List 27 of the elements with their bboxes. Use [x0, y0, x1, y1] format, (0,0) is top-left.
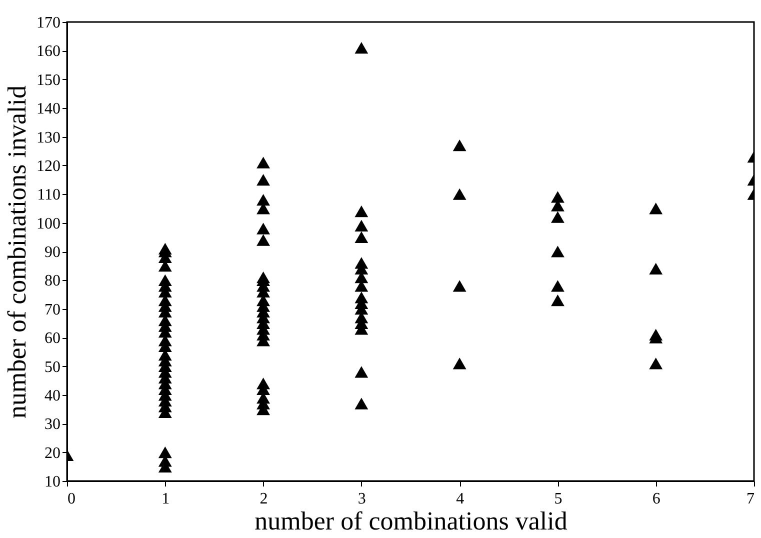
y-tick-label: 30 [44, 416, 60, 434]
y-tick-label: 50 [44, 358, 60, 376]
y-tick-label: 20 [44, 444, 60, 462]
y-tick-label: 130 [36, 129, 60, 146]
x-tick-label: 4 [456, 490, 464, 508]
x-tick-label: 5 [554, 490, 562, 508]
y-tick-label: 10 [44, 474, 60, 490]
y-tick-label: 60 [44, 330, 60, 348]
x-tick-label: 6 [652, 490, 660, 508]
y-tick-label: 100 [36, 215, 60, 232]
y-tick-label: 90 [44, 244, 60, 261]
y-tick-label: 150 [36, 72, 60, 89]
x-tick-label: 2 [260, 490, 268, 508]
x-tick-label: 3 [358, 490, 366, 508]
y-tick-label: 40 [44, 387, 60, 404]
x-tick-label: 1 [162, 490, 170, 508]
y-tick-label: 110 [37, 186, 60, 204]
x-tick-label: 0 [68, 490, 76, 508]
y-tick-label: 80 [44, 272, 60, 290]
y-tick-label: 70 [44, 301, 60, 318]
y-tick-label: 160 [36, 43, 60, 60]
x-tick-label: 7 [746, 490, 754, 508]
y-tick-label: 170 [36, 14, 60, 32]
y-tick-label: 140 [36, 100, 60, 118]
y-tick-label: 120 [36, 158, 60, 175]
y-axis-title: number of combinations invalid [2, 86, 32, 418]
x-axis-title: number of combinations valid [254, 506, 568, 536]
